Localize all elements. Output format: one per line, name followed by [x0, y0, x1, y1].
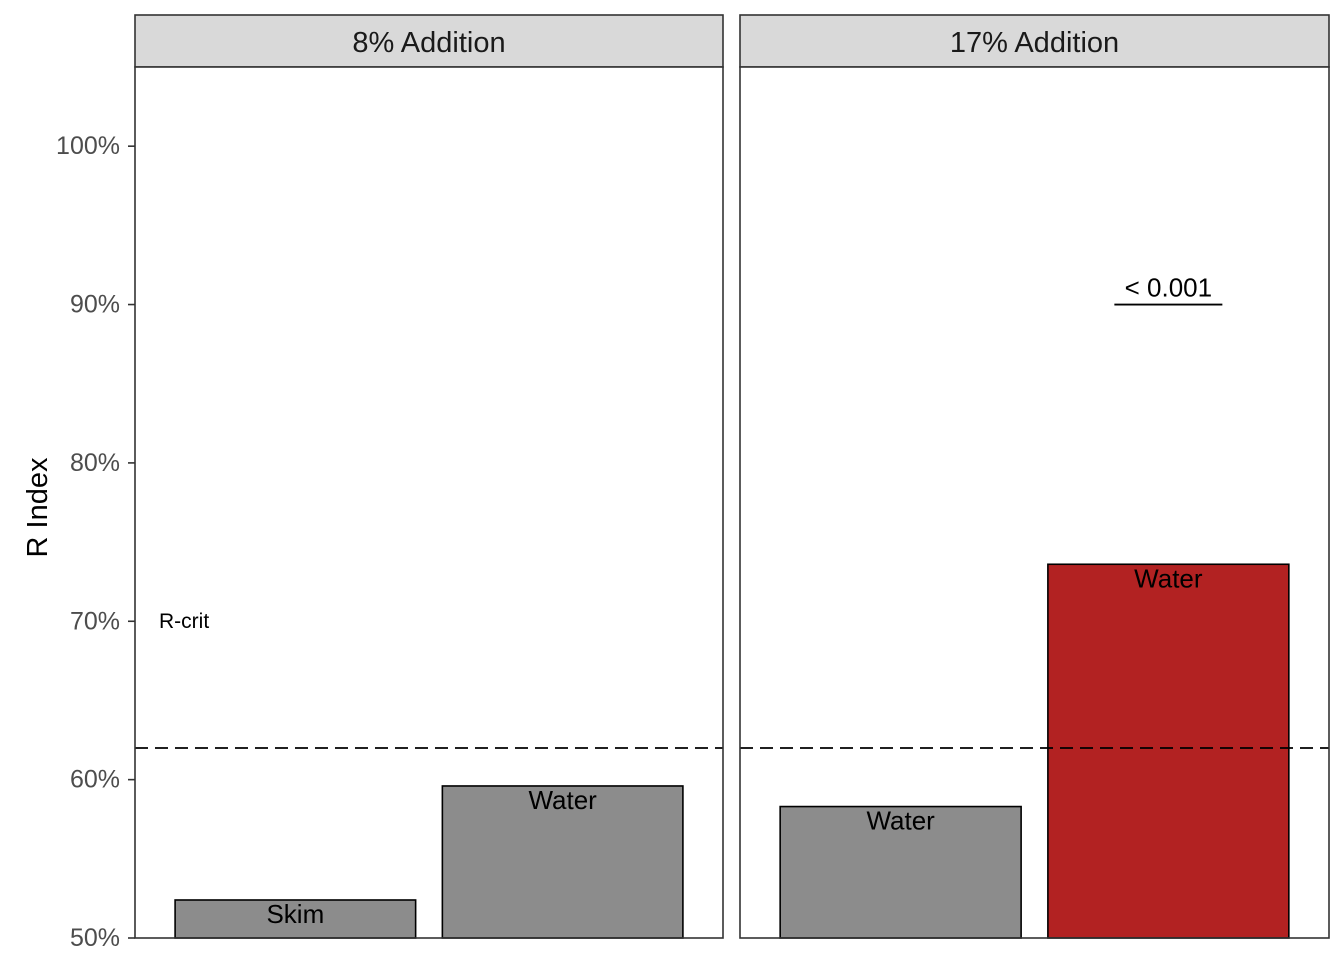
bar-label: Water — [1134, 563, 1203, 593]
facet-panels: 8% Addition Skim Water R-crit 17% Addition Wa… — [134, 14, 1330, 939]
facet-title: 8% Addition — [352, 27, 505, 59]
p-value-label: < 0.001 — [1125, 273, 1212, 303]
panel-border — [739, 66, 1330, 939]
facet-panel: 17% Addition Water Water < 0.001 — [739, 14, 1330, 939]
facet-panel: 8% Addition Skim Water R-crit — [134, 14, 724, 939]
r-crit-label: R-crit — [159, 610, 209, 633]
facet-title: 17% Addition — [950, 27, 1119, 59]
y-tick-label: 80% — [70, 449, 120, 477]
bar-label: Skim — [266, 899, 324, 929]
y-tick-label: 60% — [70, 766, 120, 794]
y-tick-label: 90% — [70, 291, 120, 319]
bar-label: Water — [866, 806, 935, 836]
bar-label: Water — [528, 785, 597, 815]
y-tick-label: 100% — [56, 132, 120, 160]
facet-strip — [739, 14, 1330, 68]
bar — [779, 805, 1022, 939]
y-tick-label: 70% — [70, 607, 120, 635]
y-axis-title: R Index — [22, 457, 54, 557]
y-axis: 50% 60% 70% 80% 90% 100% — [56, 132, 135, 952]
bar — [1047, 563, 1290, 939]
panel-border — [134, 66, 724, 939]
y-tick-label: 50% — [70, 924, 120, 952]
